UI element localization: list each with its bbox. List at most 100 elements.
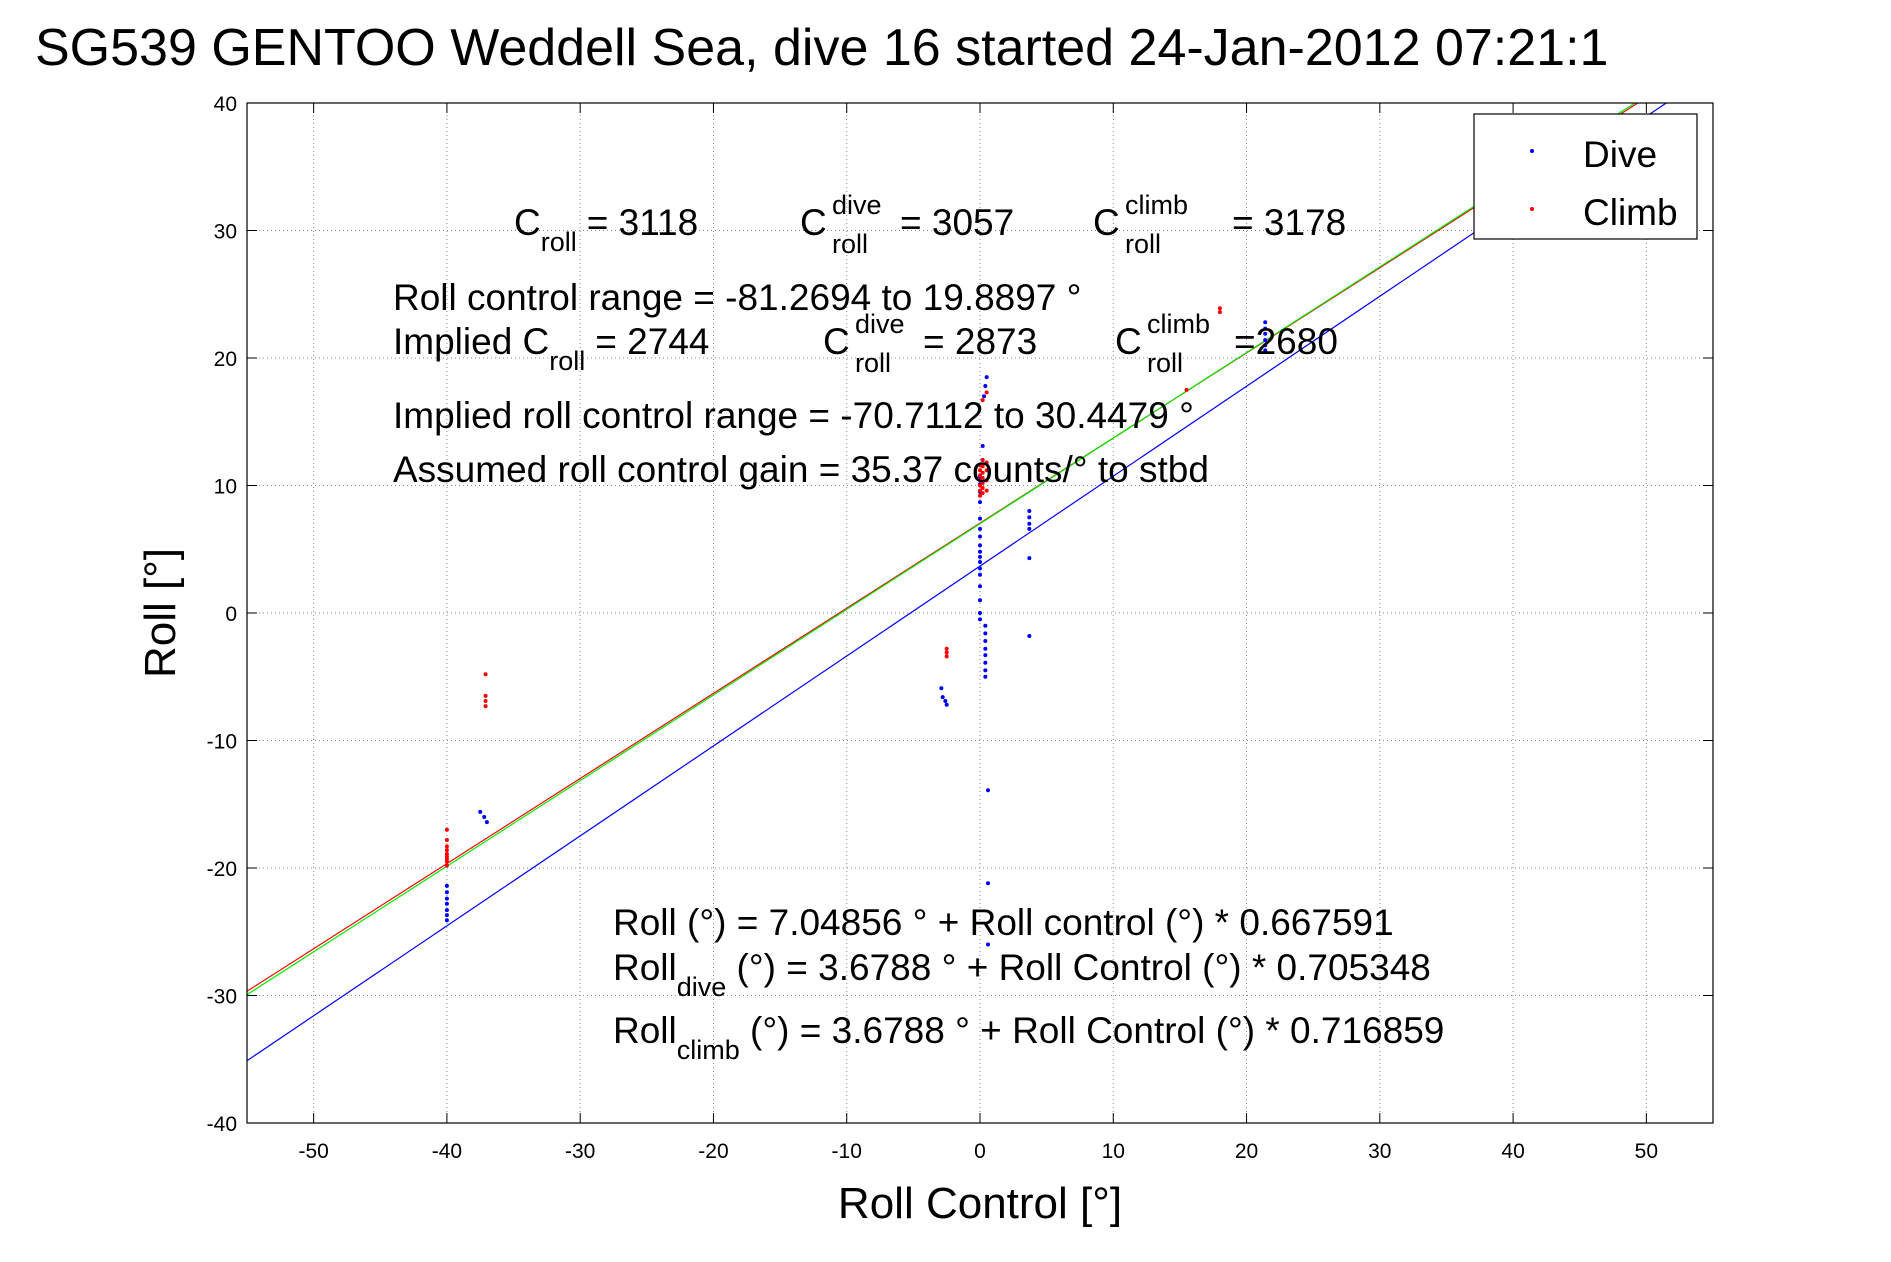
climb-point [978,483,982,488]
implied-c-roll-climb-value: =2680 [1234,321,1338,362]
legend-box [1473,113,1698,240]
c-roll-annotation: Croll = 3118 [514,202,698,257]
axis-ticks: -50 -40 -30 -20 -10 0 10 20 30 40 50 -40 -30 -20 -10 0 1… [207,93,1713,1163]
dive-point [980,443,985,448]
x-tick-label: 20 [1235,1140,1258,1163]
dive-point [1027,556,1032,561]
x-tick-label: -20 [698,1140,728,1163]
dive-point [482,815,487,819]
y-tick-label: -20 [207,858,237,881]
climb-point [978,493,982,498]
climb-point [444,844,449,849]
climb-point [978,488,982,493]
implied-roll-control-range: Implied roll control range = -70.7112 to… [393,395,1194,436]
x-tick-label: -50 [298,1140,328,1163]
dive-point [1263,348,1268,353]
climb-point [444,837,449,842]
annotations: Croll = 3118 C dive roll = 3057 C climb r… [393,190,1444,1065]
dive-point [1263,331,1268,336]
legend-label-dive: Dive [1583,134,1657,175]
dive-point [983,384,988,389]
dive-point [978,554,982,559]
dive-point [978,566,982,571]
dive-point [444,918,449,923]
dive-point [1263,320,1268,325]
dive-point [939,686,944,691]
climb-point [483,704,488,709]
fit-line-fit [246,102,1639,992]
climb-point [980,398,985,403]
dive-point [444,896,449,901]
climb-point [980,475,985,480]
legend-marker-dive [1530,149,1534,153]
fit-lines [246,102,1667,1062]
climb-point [944,654,949,659]
x-tick-label: 0 [974,1140,986,1163]
y-tick-label: 0 [225,603,237,626]
climb-point [944,650,949,655]
dive-point [983,639,988,644]
climb-point [980,480,985,485]
dive-point [978,543,982,548]
implied-c-roll-dive-value: = 2873 [923,321,1037,362]
climb-point [444,859,449,864]
climb-point [444,848,449,853]
dive-point [978,611,982,615]
implied-c-roll-dive-sup: dive [855,309,905,339]
legend: Dive Climb [1473,113,1698,240]
equation-roll: Roll (°) = 7.04856 ° + Roll control (°) … [613,902,1394,943]
implied-c-roll-climb: C [1115,321,1142,362]
fit-line-fit_dive [246,102,1667,1062]
implied-c-roll: Implied Croll = 2744 [393,321,710,376]
dive-point [1027,515,1032,520]
c-roll-climb-value: = 3178 [1232,202,1346,243]
dive-point [978,500,982,505]
c-roll-dive-sup: dive [832,190,882,220]
roll-control-range: Roll control range = -81.2694 to 19.8897… [393,277,1081,318]
fit-line-fit_climb [246,102,1636,996]
dive-point [1263,338,1268,343]
c-roll-climb-sub: roll [1125,229,1161,259]
climb-point [984,488,989,493]
dive-point [944,702,949,707]
climb-point [944,646,949,651]
climb-point [444,863,449,868]
x-tick-label: 30 [1368,1140,1391,1163]
c-roll-dive-annotation: C [800,202,827,243]
dive-point [985,788,990,793]
climb-point [984,468,989,473]
climb-point [1217,310,1222,315]
dive-point [1027,633,1032,638]
dive-point [985,942,990,947]
dive-point [978,572,982,577]
dive-point [983,623,988,628]
implied-c-roll-dive-sub: roll [855,348,891,378]
dive-point [1263,326,1268,331]
dive-point [985,881,990,886]
x-tick-label: 10 [1102,1140,1125,1163]
dive-point [978,534,982,539]
dive-point [978,526,982,531]
dive-point [978,560,982,564]
c-roll-dive-value: = 3057 [900,202,1014,243]
climb-point [978,468,982,473]
dive-point [984,375,989,380]
c-roll-climb-annotation: C [1093,202,1120,243]
dive-point [983,668,988,673]
y-tick-label: 20 [214,348,237,371]
x-tick-label: -10 [832,1140,862,1163]
dive-point [444,883,449,888]
c-roll-climb-sup: climb [1125,190,1188,220]
climb-point [483,693,488,698]
equation-roll-dive: Rolldive (°) = 3.6788 ° + Roll Control (… [613,947,1431,1002]
y-tick-label: -30 [207,986,237,1009]
data-points [444,306,1268,947]
dive-point [943,698,948,703]
x-tick-label: -30 [565,1140,595,1163]
dive-point [444,908,449,913]
climb-point [980,470,985,475]
climb-point [978,473,982,478]
dive-point [940,695,945,700]
dive-point [983,674,988,679]
